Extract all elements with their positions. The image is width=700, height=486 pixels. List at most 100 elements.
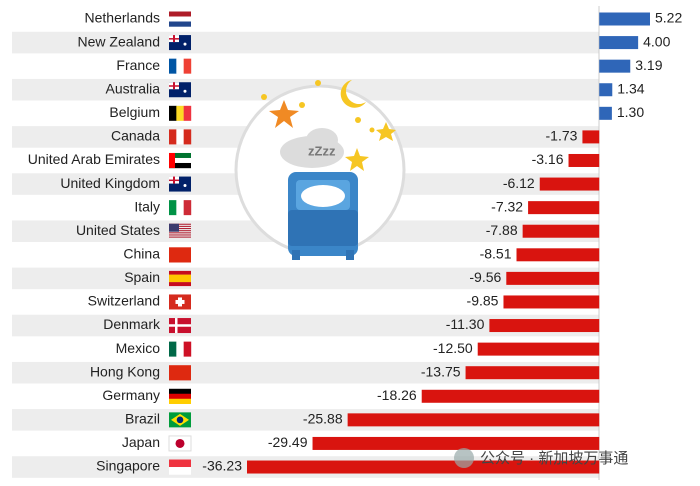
- value-label: -11.30: [446, 316, 485, 332]
- category-label: France: [116, 57, 160, 73]
- flag: [169, 247, 191, 263]
- bar: [582, 130, 600, 144]
- bar: [599, 12, 650, 26]
- flag-part: [169, 85, 179, 87]
- bar: [506, 271, 600, 285]
- category-label: Canada: [111, 128, 160, 144]
- flag: [169, 412, 191, 428]
- flag-part: [183, 200, 192, 216]
- bar: [347, 413, 600, 427]
- row-stripe: [12, 267, 599, 290]
- sleep-illustration: zZzz: [234, 80, 406, 260]
- category-label: Switzerland: [88, 293, 160, 309]
- flag-part: [169, 282, 191, 287]
- flag-part: [169, 236, 191, 238]
- flag-part: [169, 274, 191, 279]
- flag-part: [169, 223, 191, 225]
- category-label: New Zealand: [78, 33, 161, 49]
- flag: [169, 270, 191, 287]
- flag: [169, 152, 191, 169]
- category-label: United Arab Emirates: [28, 151, 160, 167]
- flag-part: [169, 152, 191, 159]
- flag-part: [169, 341, 177, 357]
- flag-part: [169, 365, 191, 381]
- flag: [169, 294, 191, 310]
- bar: [477, 342, 600, 356]
- bar: [503, 295, 600, 309]
- category-label: Brazil: [125, 411, 160, 427]
- category-label: United States: [76, 222, 160, 238]
- flag-part: [183, 89, 187, 93]
- category-label: United Kingdom: [60, 175, 160, 191]
- rows: Netherlands 5.22 New Zealand 4.00 France 3.19…: [28, 10, 682, 475]
- flag-part: [169, 324, 191, 327]
- value-label: -7.32: [491, 198, 523, 214]
- bar: [465, 366, 600, 380]
- flag-part: [175, 438, 185, 448]
- category-label: Germany: [102, 387, 160, 403]
- bar: [599, 59, 631, 73]
- flag: [169, 82, 191, 98]
- flag-part: [176, 416, 184, 424]
- flag-part: [169, 270, 191, 275]
- bar: [528, 201, 600, 215]
- category-label: Australia: [106, 80, 161, 96]
- value-label: 4.00: [643, 33, 670, 49]
- flag-part: [169, 388, 191, 394]
- flag-part: [169, 11, 191, 17]
- value-label: -12.50: [433, 340, 473, 356]
- flag-part: [169, 105, 177, 121]
- flag-part: [169, 467, 191, 475]
- flag-part: [169, 16, 191, 22]
- category-label: Singapore: [96, 458, 160, 474]
- flag: [169, 105, 192, 121]
- value-label: -29.49: [268, 434, 308, 450]
- flag-part: [169, 152, 175, 168]
- flag: [169, 176, 191, 192]
- value-label: 1.30: [617, 104, 644, 120]
- flag: [169, 365, 191, 381]
- flag: [169, 223, 191, 238]
- flag: [169, 341, 192, 357]
- flag-part: [169, 459, 191, 468]
- flag-part: [169, 129, 177, 145]
- flag-part: [176, 341, 184, 357]
- flag-part: [183, 105, 192, 121]
- flag-part: [176, 105, 184, 121]
- value-label: -13.75: [421, 363, 461, 379]
- bar: [421, 389, 600, 403]
- flag-part: [169, 223, 179, 232]
- category-label: Netherlands: [85, 10, 161, 26]
- flag-part: [168, 435, 192, 452]
- bar: [599, 83, 613, 97]
- watermark: 公众号 · 新加坡万事通: [454, 448, 628, 468]
- bar: [599, 36, 639, 50]
- flag-part: [169, 228, 191, 230]
- value-label: -1.73: [546, 128, 578, 144]
- bar: [522, 224, 600, 238]
- flag-part: [176, 58, 184, 74]
- flag-part: [175, 299, 185, 304]
- flag-part: [169, 21, 191, 27]
- flag-part: [169, 247, 191, 263]
- flag-part: [183, 42, 187, 46]
- category-label: Hong Kong: [90, 363, 160, 379]
- bar: [247, 460, 600, 474]
- flag-part: [169, 38, 179, 40]
- bar: [568, 153, 600, 167]
- flag-part: [183, 184, 187, 188]
- bar: [539, 177, 600, 191]
- flag-part: [169, 179, 179, 182]
- value-label: -18.26: [377, 387, 417, 403]
- category-label: Spain: [124, 269, 160, 285]
- flag-part: [169, 157, 191, 164]
- flag-part: [169, 230, 191, 232]
- flag-part: [169, 162, 191, 169]
- bar: [516, 248, 600, 262]
- flag-part: [169, 234, 191, 236]
- value-label: -3.16: [532, 151, 564, 167]
- svg-text:zZzz: zZzz: [308, 143, 336, 158]
- value-label: -8.51: [480, 246, 512, 262]
- value-label: -9.85: [467, 293, 499, 309]
